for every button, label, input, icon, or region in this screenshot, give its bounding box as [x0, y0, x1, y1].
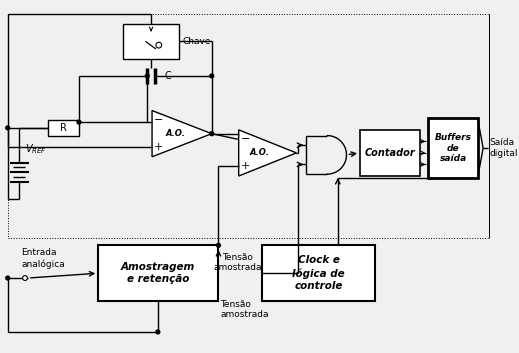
Circle shape	[6, 276, 10, 280]
Text: A.O.: A.O.	[165, 129, 185, 138]
Text: C: C	[165, 71, 171, 81]
Circle shape	[156, 330, 160, 334]
Text: Clock e
lógica de
controle: Clock e lógica de controle	[292, 256, 345, 291]
Circle shape	[210, 74, 214, 78]
Text: Tensão
amostrada: Tensão amostrada	[213, 253, 262, 272]
Text: Buffers
de
saída: Buffers de saída	[435, 133, 472, 163]
Text: Chave: Chave	[183, 37, 211, 46]
Text: −: −	[154, 115, 163, 125]
Text: Saída
digital: Saída digital	[490, 138, 518, 158]
Bar	[360, 130, 420, 176]
Text: −: −	[241, 134, 250, 144]
Bar	[98, 245, 218, 301]
Text: Contador: Contador	[364, 148, 415, 158]
Text: Tensão
amostrada: Tensão amostrada	[221, 300, 269, 319]
Circle shape	[77, 120, 81, 124]
Bar	[428, 118, 479, 178]
Circle shape	[145, 74, 149, 78]
Circle shape	[216, 243, 221, 247]
Bar	[262, 245, 375, 301]
Circle shape	[156, 42, 162, 48]
Polygon shape	[239, 130, 296, 176]
Text: +: +	[241, 161, 250, 172]
Bar	[48, 120, 79, 136]
Text: $V_{REF}$: $V_{REF}$	[25, 142, 47, 156]
Circle shape	[6, 126, 10, 130]
Text: +: +	[154, 142, 163, 152]
Circle shape	[210, 132, 214, 136]
Polygon shape	[152, 110, 212, 157]
Text: Amostragem
e retenção: Amostragem e retenção	[121, 262, 195, 285]
Text: A.O.: A.O.	[250, 148, 270, 157]
Circle shape	[23, 276, 28, 280]
Text: Entrada
analógica: Entrada analógica	[21, 249, 65, 269]
Bar	[123, 24, 179, 59]
Text: R: R	[60, 123, 67, 133]
